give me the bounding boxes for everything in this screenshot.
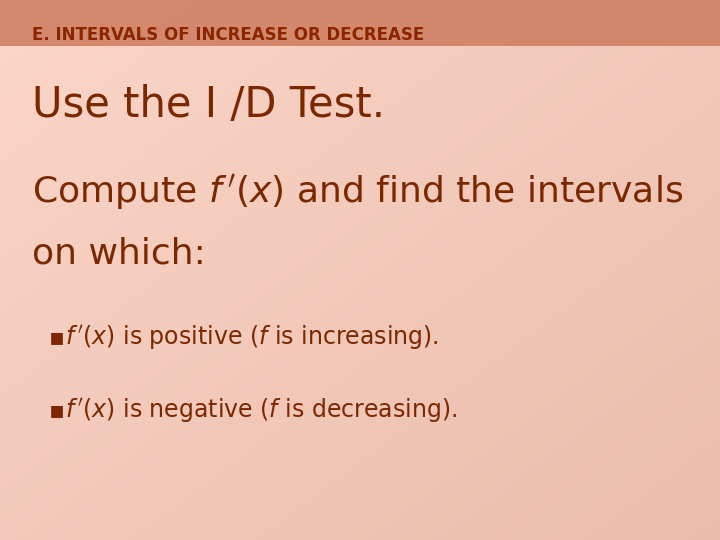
Text: ▪: ▪: [49, 326, 65, 349]
Text: E. INTERVALS OF INCREASE OR DECREASE: E. INTERVALS OF INCREASE OR DECREASE: [32, 26, 425, 44]
Text: $\it{f}\,'(x)$ is negative ($\it{f}$ is decreasing).: $\it{f}\,'(x)$ is negative ($\it{f}$ is …: [65, 396, 457, 424]
Text: ▪: ▪: [49, 399, 65, 422]
Text: on which:: on which:: [32, 237, 206, 271]
Text: $\it{f}\,'(x)$ is positive ($\it{f}$ is increasing).: $\it{f}\,'(x)$ is positive ($\it{f}$ is …: [65, 323, 438, 352]
Text: Use the I /D Test.: Use the I /D Test.: [32, 84, 385, 126]
Text: Compute $\it{f}\,'(x)$ and find the intervals: Compute $\it{f}\,'(x)$ and find the inte…: [32, 172, 684, 212]
Bar: [0, 0, 720, 46]
